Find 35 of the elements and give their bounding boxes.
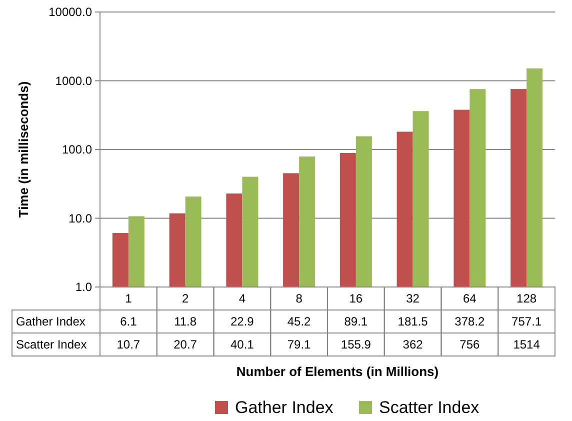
- x-tick-label: 8: [296, 292, 303, 306]
- data-label: 181.5: [398, 314, 428, 329]
- data-label: 11.8: [174, 314, 197, 329]
- data-label: 155.9: [340, 338, 372, 352]
- y-tick-label: 1.0: [75, 280, 92, 294]
- data-label: 40.1: [230, 338, 254, 352]
- data-label: 89.1: [344, 314, 368, 329]
- y-tick-label: 100.0: [62, 142, 92, 157]
- legend-label: Scatter Index: [379, 398, 480, 417]
- data-label: 1514: [513, 338, 540, 352]
- x-tick-label: 64: [463, 292, 477, 306]
- x-tick-label: 4: [238, 292, 246, 306]
- data-label: 378.2: [454, 314, 486, 329]
- x-tick-label: 128: [516, 292, 537, 306]
- y-tick-label: 1000.0: [55, 74, 92, 88]
- data-label: 22.9: [230, 314, 254, 329]
- text: Gather Index: [16, 314, 86, 329]
- y-tick-label: 10.0: [68, 211, 92, 226]
- y-axis-title: Time (in milliseconds): [16, 81, 31, 218]
- text: Scatter Index: [16, 338, 87, 352]
- data-label: 20.7: [174, 338, 198, 352]
- data-label: 362: [402, 338, 424, 352]
- data-label: 45.2: [287, 314, 312, 329]
- data-label: 756: [460, 338, 480, 352]
- x-tick-label: 16: [349, 292, 363, 306]
- y-tick-label: 10000.0: [48, 5, 92, 20]
- x-tick-label: 2: [182, 292, 189, 306]
- legend-label: Gather Index: [235, 398, 334, 417]
- x-axis-title: Number of Elements (in Millions): [236, 364, 439, 379]
- data-label: 10.7: [116, 338, 140, 352]
- x-tick-label: 32: [406, 292, 420, 306]
- x-tick-label: 1: [125, 292, 132, 306]
- data-label: 79.1: [287, 338, 312, 352]
- data-label: 757.1: [512, 314, 542, 329]
- data-label: 6.1: [120, 314, 138, 329]
